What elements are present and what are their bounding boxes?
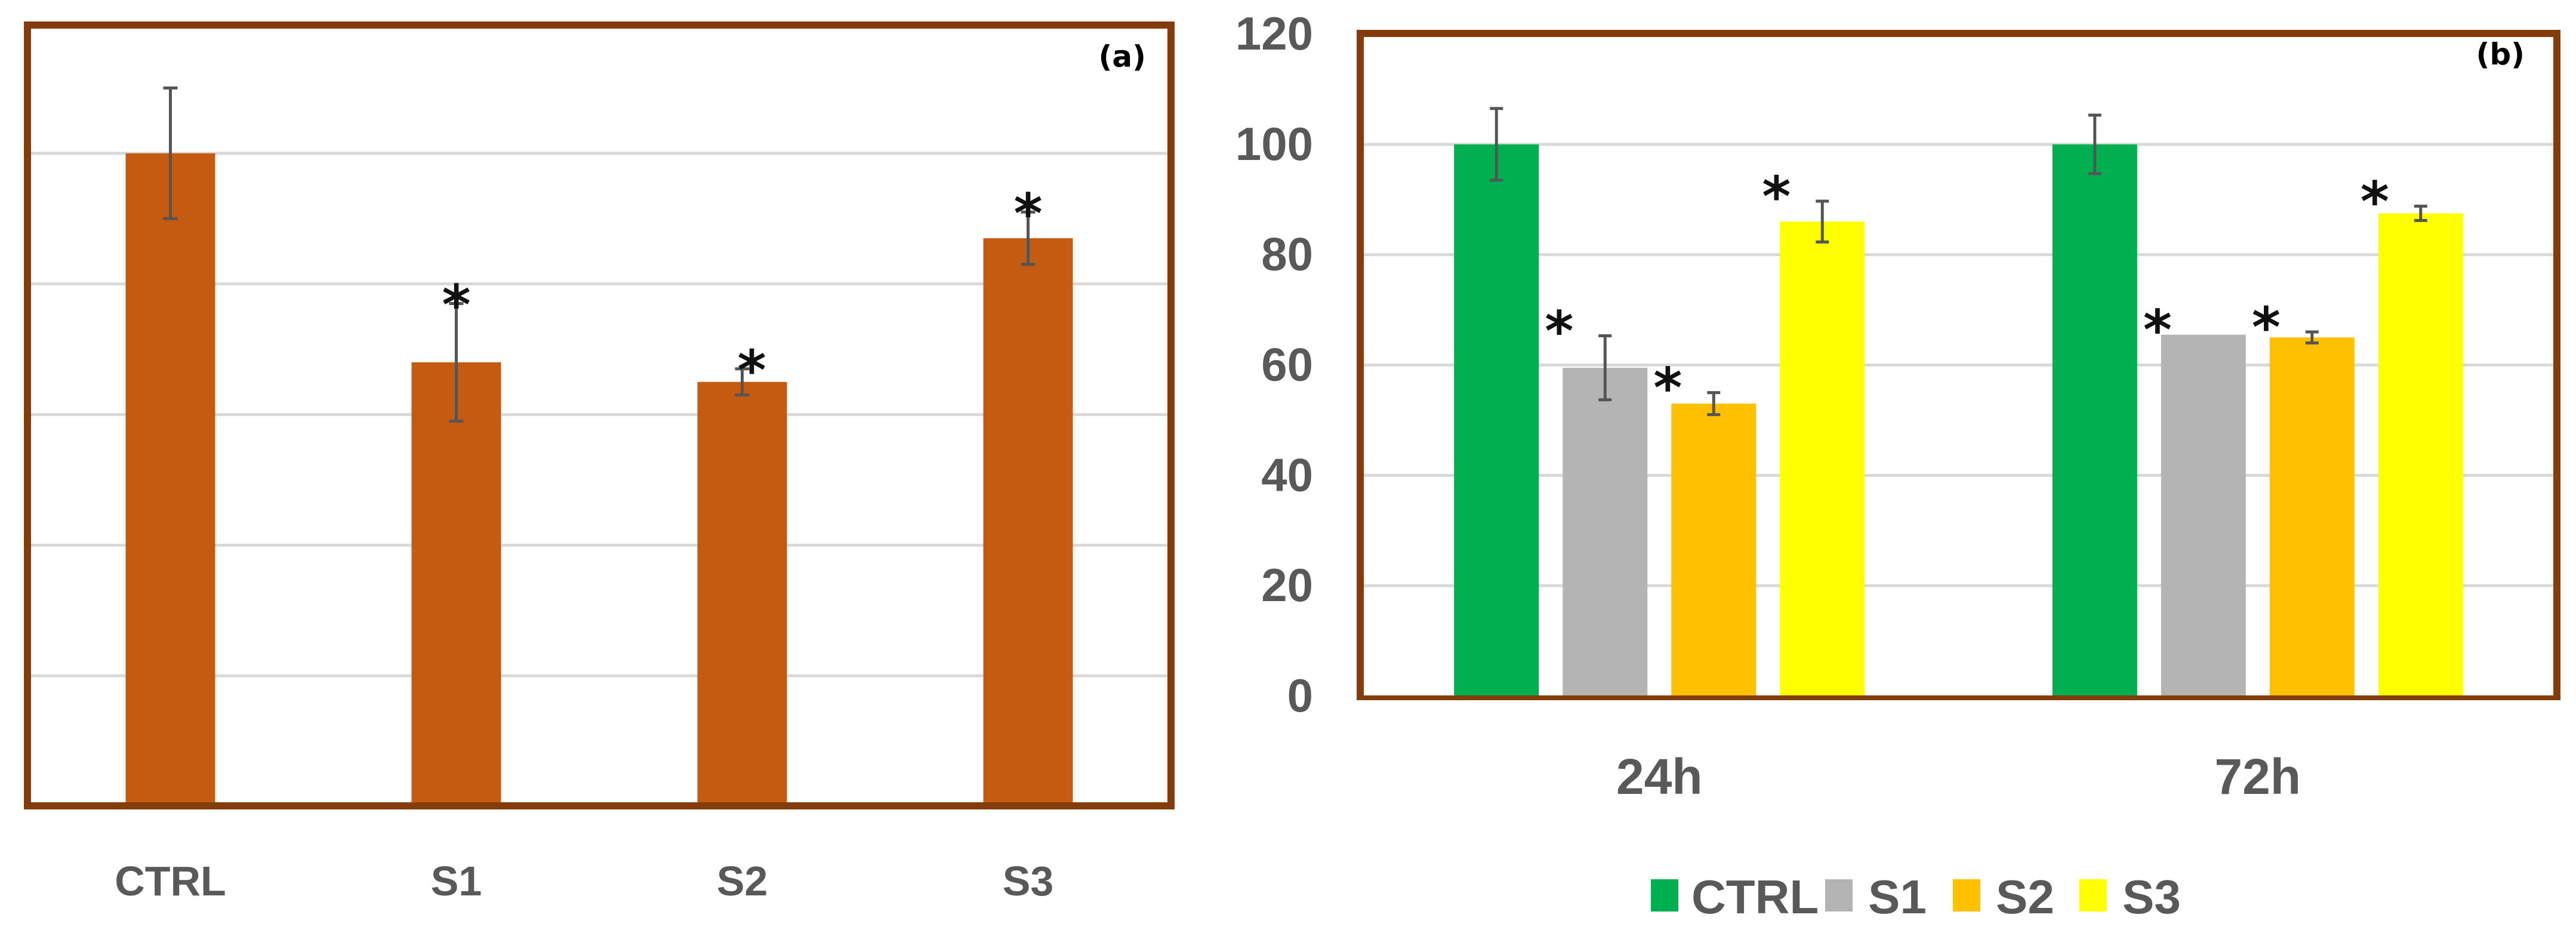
error-bar-72h-s3 — [2414, 204, 2427, 222]
legend-label: S2 — [1996, 870, 2054, 923]
bar-72h-s2 — [2269, 337, 2355, 696]
bar-ctrl — [125, 153, 215, 806]
plot-frame — [24, 21, 1175, 809]
bar-24h-s2 — [1671, 404, 1757, 696]
legend-swatch — [2079, 879, 2107, 912]
bar-72h-ctrl — [2052, 144, 2137, 697]
y-tick-label: 0 — [1287, 669, 1313, 722]
error-bar-24h-ctrl — [1490, 107, 1503, 182]
significance-star: * — [1013, 181, 1042, 245]
y-tick-label: 80 — [1261, 228, 1313, 281]
panel-b-chart: 0 20 40 60 80 100 120 * * * 24h * * * 72h (b) — [1235, 7, 2560, 805]
x-tick-label: S1 — [431, 858, 482, 904]
significance-star: * — [1762, 165, 1791, 229]
legend-item-s3: S3 — [2079, 870, 2181, 923]
x-tick-label: 24h — [1616, 749, 1703, 805]
legend-label: S3 — [2122, 870, 2181, 923]
bar-24h-s1 — [1563, 368, 1648, 696]
bar-s1 — [411, 362, 501, 806]
error-bar-s2 — [735, 367, 750, 397]
significance-star: * — [1653, 356, 1682, 420]
error-bar-s1 — [449, 301, 464, 423]
panel-b-legend: CTRL S1 S2 S3 — [1651, 870, 2181, 923]
y-tick-label: 100 — [1235, 118, 1313, 170]
error-bar-24h-s3 — [1816, 199, 1829, 244]
panel-a-chart: CTRL * S1 * S2 * S3 (a) — [24, 21, 1175, 904]
y-tick-label: 60 — [1261, 338, 1313, 391]
bar-s2 — [697, 381, 787, 806]
bar-s3 — [983, 238, 1073, 806]
plot-frame — [1357, 30, 2560, 698]
significance-star: * — [1545, 300, 1573, 364]
bar-72h-s3 — [2378, 213, 2463, 697]
legend-item-s2: S2 — [1953, 870, 2054, 923]
legend-swatch — [1953, 879, 1980, 912]
bar-24h-ctrl — [1454, 144, 1539, 697]
x-tick-label: 72h — [2214, 749, 2301, 805]
error-bar-72h-s2 — [2305, 330, 2319, 345]
error-bar-72h-ctrl — [2088, 113, 2102, 175]
panel-label: (a) — [1099, 39, 1146, 74]
significance-star: * — [737, 338, 766, 402]
y-tick-label: 40 — [1261, 448, 1313, 501]
y-tick-label: 120 — [1235, 7, 1313, 60]
legend-label: S1 — [1868, 870, 1927, 923]
legend-swatch — [1825, 879, 1853, 912]
x-tick-label: S3 — [1003, 858, 1054, 904]
bar-72h-s1 — [2161, 334, 2246, 696]
legend-label: CTRL — [1691, 870, 1819, 923]
significance-star: * — [2252, 295, 2281, 359]
bar-24h-s3 — [1780, 221, 1865, 696]
significance-star: * — [2361, 170, 2389, 233]
significance-star: * — [442, 273, 470, 337]
y-tick-label: 20 — [1261, 559, 1313, 611]
error-bar-ctrl — [163, 86, 178, 220]
x-tick-label: CTRL — [115, 858, 226, 904]
legend-item-s1: S1 — [1825, 870, 1927, 923]
panel-label: (b) — [2476, 37, 2525, 72]
legend-item-ctrl: CTRL — [1651, 870, 1819, 923]
legend-swatch — [1651, 879, 1678, 912]
significance-star: * — [2143, 298, 2172, 362]
error-bar-24h-s1 — [1598, 334, 1612, 402]
x-tick-label: S2 — [717, 858, 768, 904]
error-bar-24h-s2 — [1707, 391, 1721, 417]
error-bar-s3 — [1021, 210, 1036, 266]
